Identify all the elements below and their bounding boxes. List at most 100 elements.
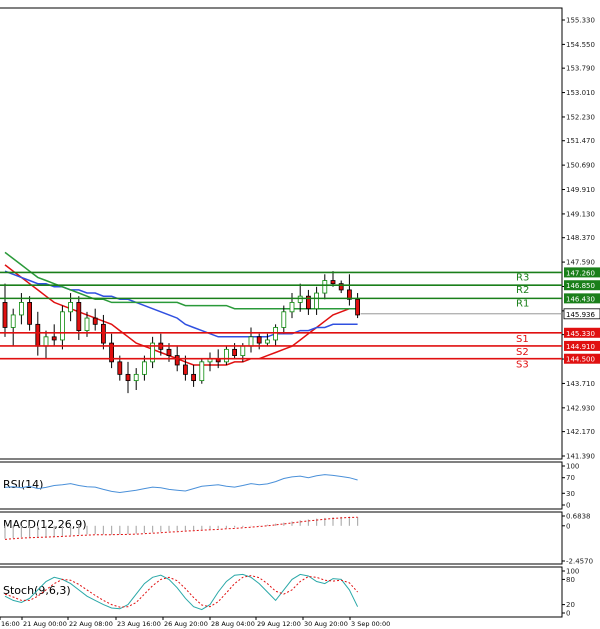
candle-body <box>166 348 172 357</box>
moving-average-line <box>4 251 358 310</box>
price-tick-label: 147.590 <box>566 259 595 267</box>
level-price-label: 147.260 <box>566 269 595 277</box>
candle-body <box>43 336 49 347</box>
level-price-label: 144.500 <box>566 356 595 364</box>
current-price-box <box>563 308 600 320</box>
price-tick-label: 148.370 <box>566 234 595 242</box>
candle-body <box>27 302 33 325</box>
candle-body <box>125 373 131 382</box>
candle-body <box>232 348 238 357</box>
candle-body <box>322 280 328 294</box>
time-label: 30 Aug 20:00 <box>304 620 348 628</box>
candle-body <box>240 345 246 357</box>
macd-signal-line <box>4 516 358 540</box>
candle-body <box>101 323 106 344</box>
candle-body <box>60 311 65 341</box>
level-price-box <box>564 353 600 364</box>
level-price-box <box>564 327 600 338</box>
time-label: 29 Aug 12:00 <box>257 620 301 628</box>
candle-body <box>199 361 205 382</box>
time-label: 28 Aug 04:00 <box>211 620 255 628</box>
candle-body <box>273 327 279 341</box>
candle-body <box>281 311 287 328</box>
level-name-r3: R3 <box>516 272 529 283</box>
macd-tick-label: 0.6838 <box>566 513 591 521</box>
rsi-tick-label: 0 <box>566 502 570 510</box>
stoch-tick-label: 20 <box>566 601 575 609</box>
level-name-s2: S2 <box>516 347 529 358</box>
level-price-box <box>564 267 600 278</box>
candle-body <box>92 317 98 325</box>
candle-body <box>2 302 8 328</box>
candle-body <box>76 302 82 331</box>
candle-body <box>133 373 139 382</box>
candle-body <box>346 289 352 300</box>
level-name-s3: S3 <box>516 360 529 371</box>
price-tick-label: 152.230 <box>566 113 595 121</box>
level-price-label: 144.910 <box>566 343 595 351</box>
level-price-box <box>564 340 600 351</box>
level-name-s1: S1 <box>516 334 529 345</box>
level-price-label: 146.850 <box>566 282 595 290</box>
price-tick-label: 150.690 <box>566 162 595 170</box>
moving-average-line <box>4 264 358 366</box>
level-price-label: 146.430 <box>566 295 595 303</box>
macd-title: MACD(12,26,9) <box>3 518 87 531</box>
candle-body <box>10 314 16 328</box>
candle-body <box>330 280 336 285</box>
rsi-line <box>4 474 358 494</box>
candle-body <box>150 342 156 363</box>
price-panel-frame <box>0 7 563 460</box>
price-tick-label: 153.790 <box>566 65 595 73</box>
price-tick-label: 149.910 <box>566 186 595 194</box>
rsi-tick-label: 70 <box>566 474 575 482</box>
candle-body <box>18 302 24 316</box>
rsi-panel-frame <box>0 461 563 510</box>
macd-tick-label: -2.4570 <box>566 558 593 566</box>
candle-body <box>109 342 114 363</box>
price-tick-label: 141.390 <box>566 453 595 461</box>
time-label: 21 Aug 00:00 <box>23 620 67 628</box>
candle-body <box>248 336 254 347</box>
price-tick-label: 149.130 <box>566 210 595 218</box>
stoch-main-line <box>4 573 359 611</box>
time-label: 3 Sep 00:00 <box>351 620 390 628</box>
price-tick-label: 155.330 <box>566 17 595 25</box>
current-price-label: 145.936 <box>566 311 595 319</box>
rsi-title: RSI(14) <box>3 478 43 491</box>
level-name-r2: R2 <box>516 285 529 296</box>
candle-body <box>223 348 229 363</box>
candle-body <box>289 302 295 313</box>
candle-body <box>355 298 361 316</box>
level-price-box <box>564 280 600 291</box>
candle-body <box>35 323 41 347</box>
candle-body <box>141 361 147 375</box>
level-price-box <box>564 293 600 304</box>
price-tick-label: 151.470 <box>566 137 595 145</box>
stoch-panel-frame <box>0 566 563 618</box>
candle-body <box>117 361 123 375</box>
candle-body <box>314 292 320 310</box>
price-tick-label: 143.710 <box>566 380 595 388</box>
rsi-tick-label: 100 <box>566 463 579 471</box>
candle-body <box>256 336 262 344</box>
time-label: 23 Aug 16:00 <box>117 620 161 628</box>
macd-panel-frame <box>0 511 563 565</box>
candle-body <box>297 295 303 303</box>
candle-body <box>51 336 57 341</box>
price-tick-label: 142.930 <box>566 404 595 412</box>
candle-body <box>264 339 270 344</box>
time-label: 22 Aug 08:00 <box>69 620 113 628</box>
price-tick-label: 142.170 <box>566 428 595 436</box>
time-label: 16:00 <box>1 620 20 628</box>
stoch-tick-label: 100 <box>566 568 579 576</box>
candle-body <box>84 317 90 331</box>
candle-body <box>182 364 188 375</box>
level-price-label: 145.330 <box>566 330 595 338</box>
candle-body <box>68 302 73 313</box>
macd-tick-label: 0 <box>566 522 570 530</box>
candle-body <box>338 283 344 291</box>
candle-body <box>305 295 311 310</box>
time-label: 26 Aug 20:00 <box>164 620 208 628</box>
